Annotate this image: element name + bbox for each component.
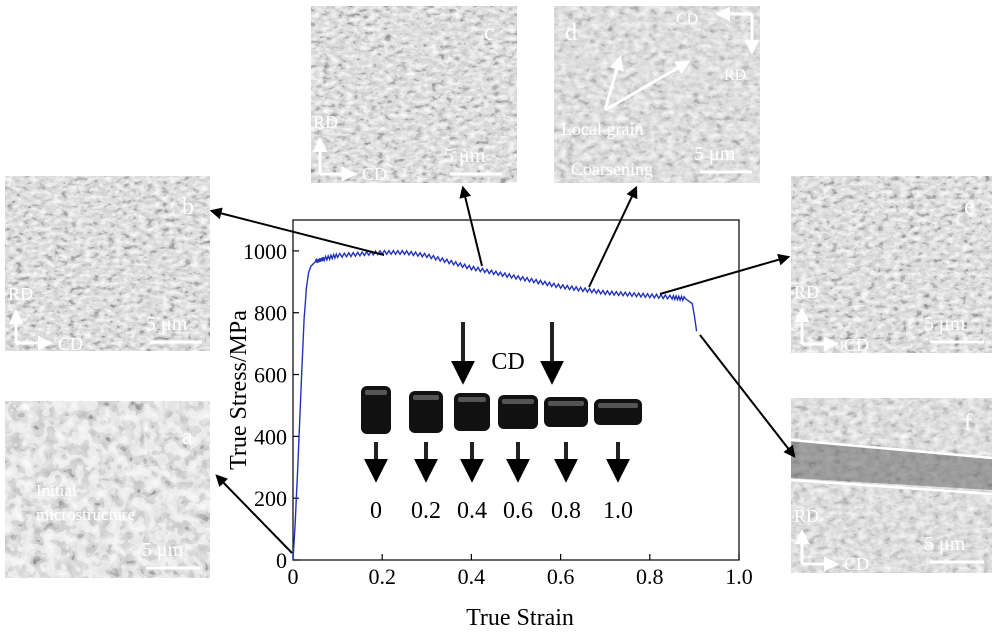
sample-strain-label-1: 0.2 xyxy=(411,498,441,524)
panel-d-note-line1: Local grain xyxy=(561,119,643,139)
y-tick-label-1000: 1000 xyxy=(243,239,287,264)
panel-c-rd-label: RD xyxy=(313,112,338,132)
y-tick-label-400: 400 xyxy=(254,424,287,449)
connector-arrows xyxy=(209,185,796,554)
plot-frame xyxy=(292,219,740,561)
x-tick-label-0.8: 0.8 xyxy=(636,564,664,589)
panel-c-cd-label: CD xyxy=(362,164,387,184)
sample-highlight-0 xyxy=(365,390,387,395)
sample-strain-label-4: 0.8 xyxy=(551,498,581,524)
panel-e-cd-label: CD xyxy=(844,335,869,355)
x-axis: 0 0.2 0.4 0.6 0.8 1.0 xyxy=(288,554,753,589)
panel-a-scale-label: 5 μm xyxy=(142,539,184,561)
y-tick-label-800: 800 xyxy=(254,301,287,326)
sample-0 xyxy=(361,386,391,434)
panel-d-cd-label: CD xyxy=(676,11,698,28)
panel-b-cd-label: CD xyxy=(58,334,83,354)
micrograph-panel-d: d CD RD Local grain Coarsening 5 μm xyxy=(554,6,760,183)
panel-f-letter: f xyxy=(964,410,972,436)
sample-strain-label-3: 0.6 xyxy=(503,498,533,524)
micrograph-panel-f: f RD CD 5 μm xyxy=(790,398,993,574)
stress-strain-curve xyxy=(292,249,698,561)
connector-arrow-b xyxy=(209,207,385,256)
x-tick-label-0.6: 0.6 xyxy=(547,564,575,589)
sample-highlight-3 xyxy=(502,399,534,404)
panel-f-rd-label: RD xyxy=(794,506,819,526)
panel-f-band-line-top xyxy=(790,438,993,460)
sample-highlight-1 xyxy=(413,395,439,400)
panel-e-letter: e xyxy=(964,194,975,220)
panel-b-rd-label: RD xyxy=(8,284,33,304)
stress-strain-chart: 0 200 400 600 800 1000 0 0.2 0.4 0.6 0.8 1.0 True … xyxy=(226,219,753,631)
deformed-samples-inset: 0 0.2 0.4 0.6 0.8 1.0 xyxy=(361,386,642,524)
sample-strain-label-5: 1.0 xyxy=(603,498,633,524)
y-tick-label-600: 600 xyxy=(254,363,287,388)
panel-d-note-line2: Coarsening xyxy=(571,159,653,179)
connector-arrow-e xyxy=(659,253,791,295)
sample-5 xyxy=(594,399,642,425)
y-tick-label-200: 200 xyxy=(254,486,287,511)
inset-cd-label: CD xyxy=(491,349,524,375)
micrograph-panel-b: b RD CD 5 μm xyxy=(5,176,210,354)
panel-f-cd-label: CD xyxy=(844,554,869,574)
x-tick-label-1.0: 1.0 xyxy=(725,564,753,589)
sample-strain-label-0: 0 xyxy=(370,498,382,524)
panel-d-letter: d xyxy=(565,20,577,46)
x-tick-label-0.4: 0.4 xyxy=(458,564,486,589)
micrograph-panel-a: a Initial microstructure 5 μm xyxy=(5,401,210,578)
panel-d-rd-label: RD xyxy=(724,67,746,84)
panel-f-scale-label: 5 μm xyxy=(924,533,966,555)
panel-d-pointer-arrow-2 xyxy=(604,60,691,112)
panel-d-pointer-arrow-1 xyxy=(603,55,624,111)
panel-a-letter: a xyxy=(182,424,193,450)
x-axis-label: True Strain xyxy=(466,605,574,631)
panel-f-band-line-bottom xyxy=(790,478,993,496)
panel-b-letter: b xyxy=(182,194,194,220)
sample-2 xyxy=(454,393,490,431)
x-tick-label-0: 0 xyxy=(288,564,299,589)
x-tick-label-0.2: 0.2 xyxy=(368,564,396,589)
sample-1 xyxy=(409,391,443,433)
micrograph-panel-e: e RD CD 5 μm xyxy=(791,176,992,355)
sample-highlight-2 xyxy=(458,397,486,402)
panel-e-scale-label: 5 μm xyxy=(924,313,966,335)
y-tick-label-0: 0 xyxy=(276,548,287,573)
panel-b-scale-label: 5 μm xyxy=(146,313,188,335)
connector-arrow-f xyxy=(699,334,796,458)
sample-strain-label-2: 0.4 xyxy=(457,498,487,524)
panel-d-scale-label: 5 μm xyxy=(694,143,736,165)
micrograph-panel-c: c RD CD 5 μm xyxy=(311,6,517,184)
panel-a-caption-line2: microstructure xyxy=(36,505,135,524)
y-axis-label: True Stress/MPa xyxy=(226,310,252,470)
y-axis: 0 200 400 600 800 1000 xyxy=(243,239,299,573)
sample-highlight-5 xyxy=(598,403,638,408)
sample-highlight-4 xyxy=(548,401,584,406)
connector-arrow-a xyxy=(215,474,293,554)
panel-c-scale-label: 5 μm xyxy=(444,145,486,167)
panel-e-rd-label: RD xyxy=(794,282,819,302)
connector-arrow-c xyxy=(459,185,483,267)
panel-c-letter: c xyxy=(484,20,495,46)
panel-a-caption-line1: Initial xyxy=(36,481,77,500)
connector-arrow-d xyxy=(588,185,638,288)
